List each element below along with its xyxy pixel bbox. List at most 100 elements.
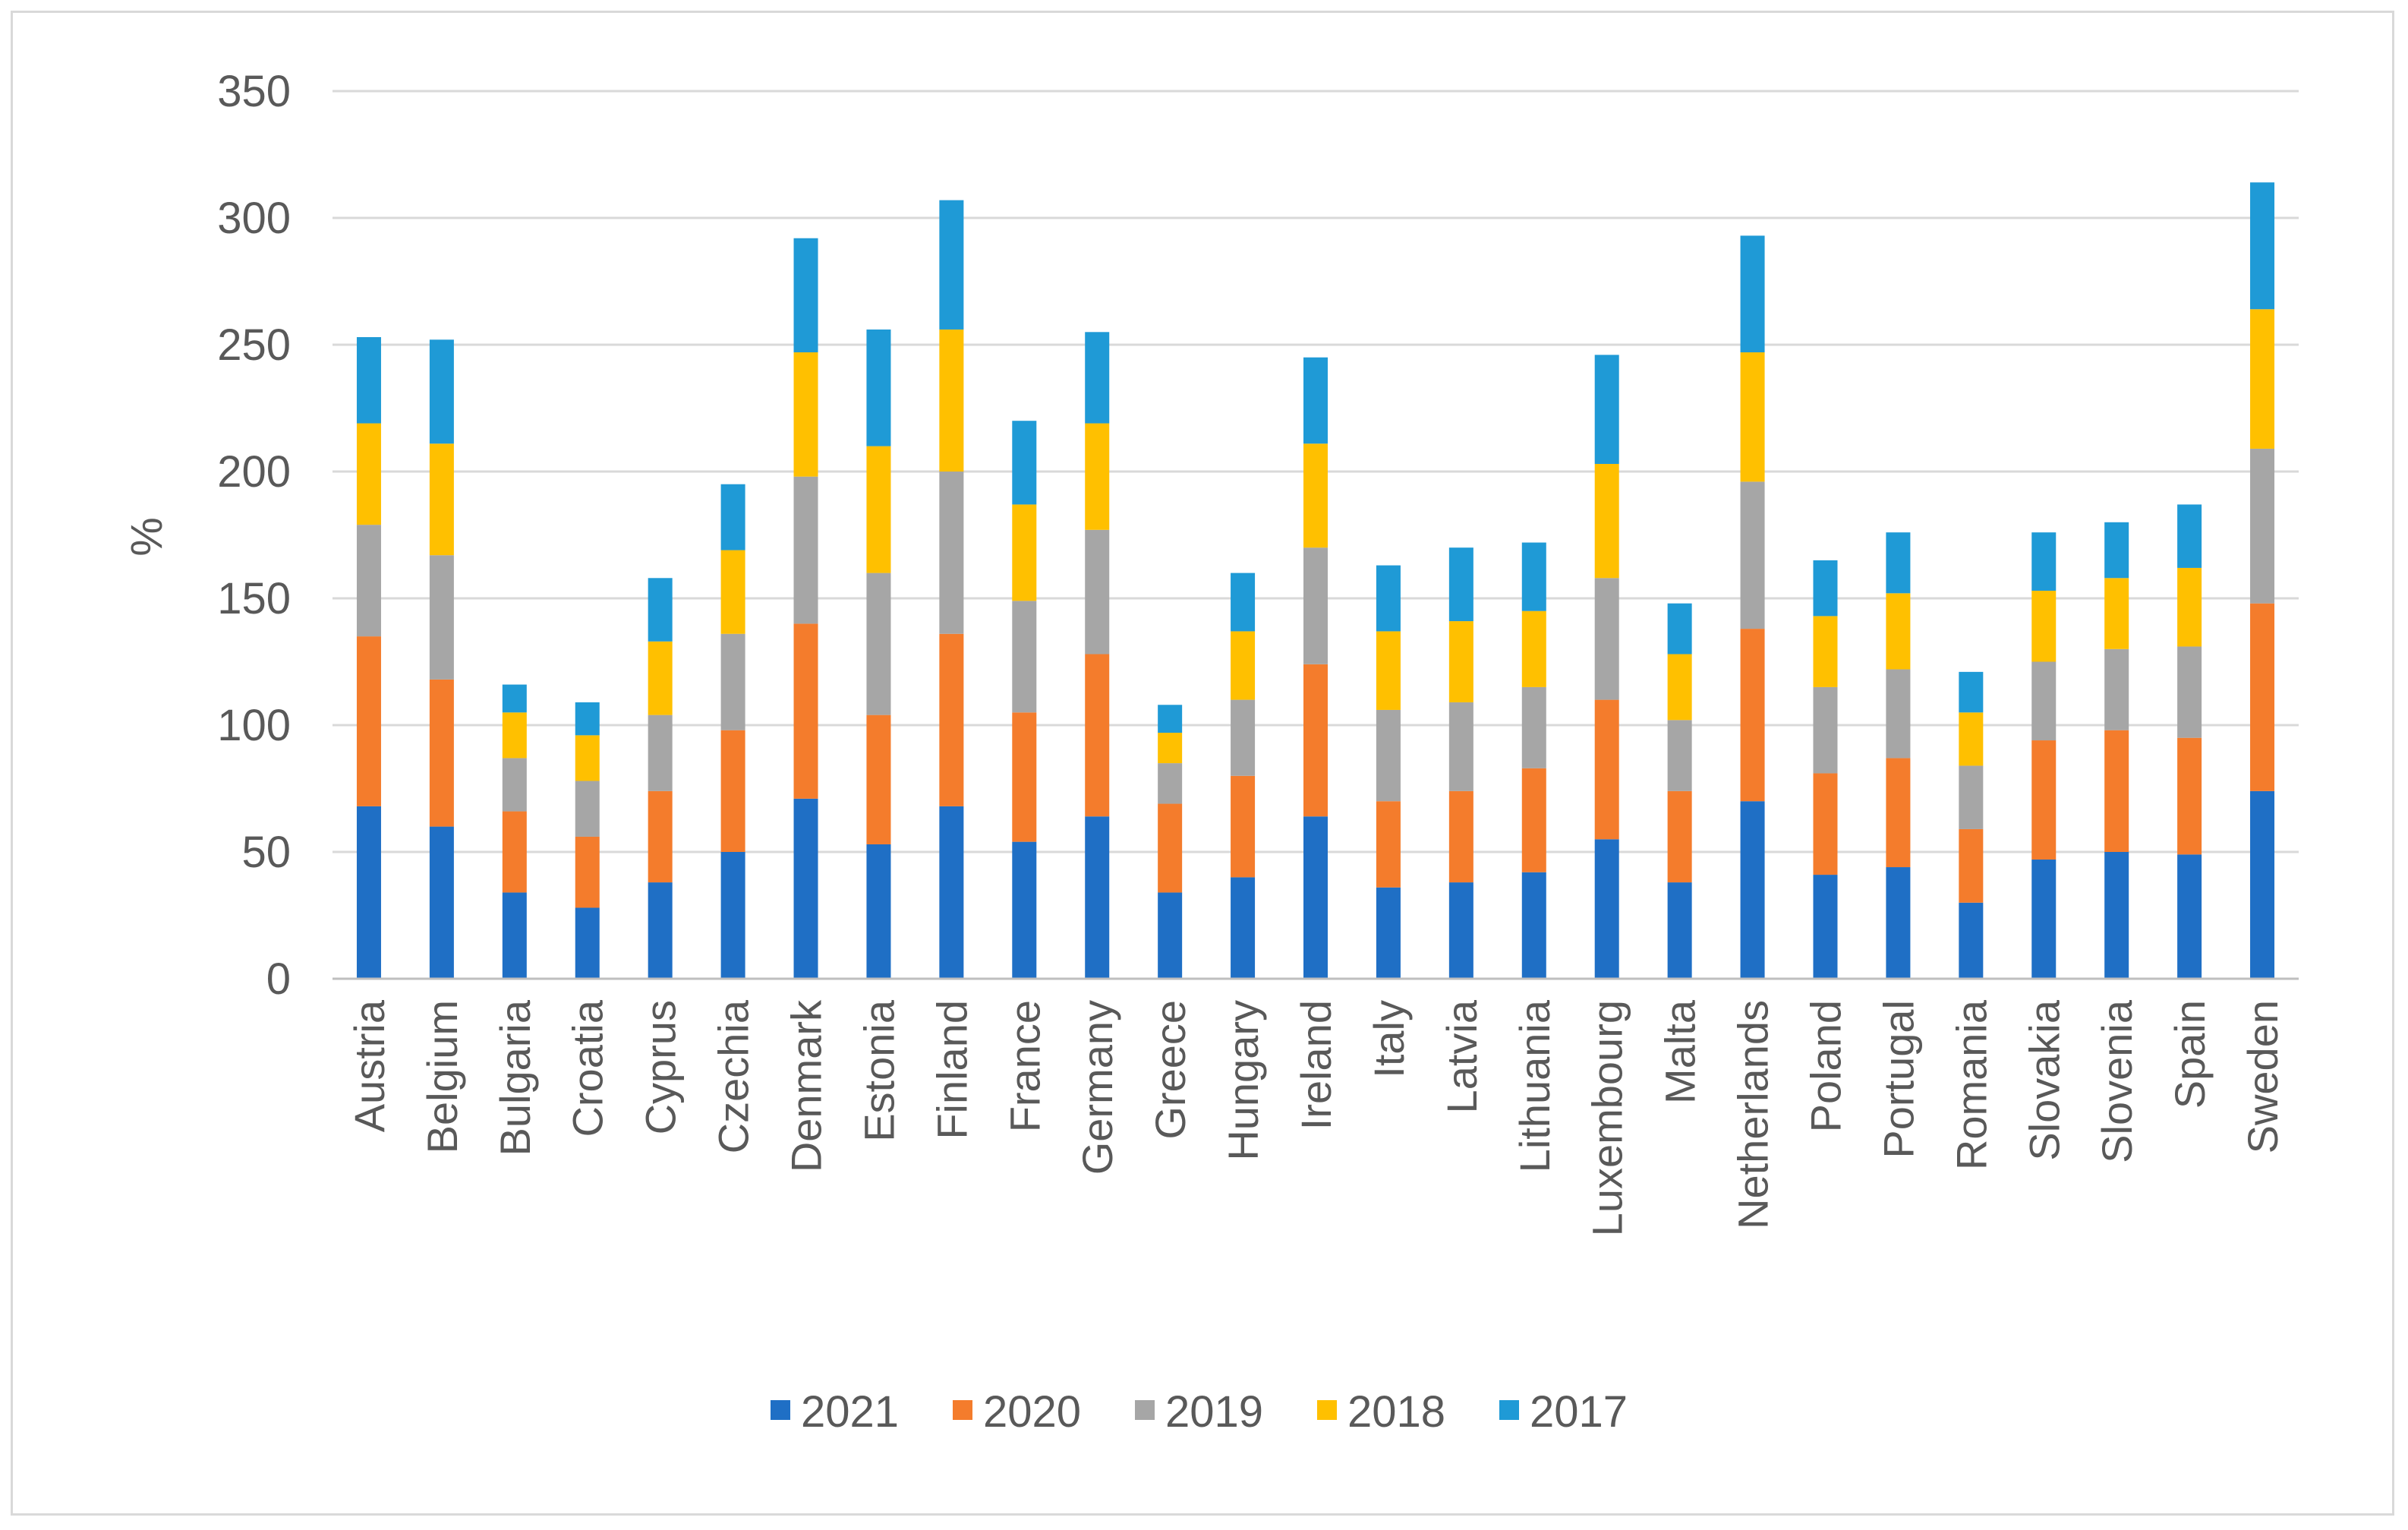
bar-segment-2019 [793, 476, 818, 624]
bar-segment-2017 [1158, 705, 1183, 733]
legend-label-2018: 2018 [1347, 1387, 1445, 1437]
bar-segment-2019 [1667, 720, 1692, 791]
bar-segment-2021 [720, 852, 745, 979]
bar-segment-2021 [793, 798, 818, 979]
bar-segment-2021 [1813, 875, 1838, 979]
bar-segment-2017 [1376, 565, 1401, 632]
bar-segment-2020 [2250, 603, 2275, 791]
bar-segment-2018 [1376, 631, 1401, 710]
bar-segment-2020 [1158, 803, 1183, 893]
bar-segment-2017 [1886, 532, 1911, 594]
bar-segment-2017 [720, 484, 745, 550]
bar-segment-2019 [1303, 547, 1328, 664]
bar-segment-2018 [1158, 733, 1183, 764]
bar-segment-2020 [2177, 737, 2202, 855]
bar-segment-2021 [1886, 867, 1911, 979]
y-tick-label: 0 [266, 954, 291, 1004]
x-tick-label: Malta [1656, 999, 1704, 1104]
bar-segment-2018 [648, 641, 673, 715]
bar-segment-2020 [1231, 775, 1256, 878]
bar-segment-2020 [356, 636, 381, 806]
bar-segment-2017 [429, 339, 454, 444]
bar-segment-2020 [429, 679, 454, 827]
bar-segment-2017 [1959, 671, 1984, 713]
bar-segment-2017 [2031, 532, 2057, 591]
bar-segment-2017 [2177, 504, 2202, 568]
x-tick-label: Italy [1365, 1000, 1413, 1078]
bar-segment-2020 [648, 790, 673, 883]
bar-segment-2020 [2031, 740, 2057, 860]
x-tick-label: France [1001, 1000, 1048, 1132]
bar-segment-2018 [2177, 567, 2202, 647]
bar-segment-2021 [2104, 852, 2129, 979]
bar-segment-2019 [502, 758, 527, 812]
x-tick-label: Latvia [1438, 999, 1486, 1113]
bar-segment-2018 [2104, 578, 2129, 649]
bar-segment-2019 [1886, 669, 1911, 759]
bar-segment-2021 [648, 882, 673, 979]
x-tick-label: Austria [345, 999, 393, 1132]
x-tick-label: Greece [1146, 1000, 1194, 1140]
bar-segment-2020 [1813, 773, 1838, 875]
bar-segment-2020 [939, 633, 964, 806]
bar-segment-2019 [429, 555, 454, 680]
y-tick-label: 350 [217, 67, 291, 116]
bar-segment-2019 [1376, 709, 1401, 802]
bar-segment-2021 [1012, 841, 1037, 979]
legend-swatch-2020 [953, 1400, 972, 1420]
bar-segment-2017 [939, 200, 964, 330]
bar-segment-2019 [1740, 481, 1765, 629]
bar-segment-2020 [866, 715, 891, 844]
bar-segment-2018 [1740, 352, 1765, 482]
x-tick-label: Portugal [1874, 1000, 1922, 1159]
bar-segment-2019 [866, 573, 891, 715]
bar-segment-2020 [502, 811, 527, 893]
bar-segment-2017 [1667, 603, 1692, 655]
x-tick-label: Denmark [783, 999, 831, 1172]
x-tick-label: Romania [1947, 999, 1995, 1170]
bar-segment-2019 [1085, 529, 1110, 655]
legend-label-2021: 2021 [801, 1387, 899, 1437]
bar-segment-2018 [720, 550, 745, 634]
bar-segment-2018 [2031, 590, 2057, 662]
x-tick-label: Czechia [710, 999, 758, 1153]
bar-segment-2018 [793, 352, 818, 477]
bar-segment-2018 [1667, 654, 1692, 721]
bar-segment-2018 [1085, 423, 1110, 530]
bar-segment-2017 [648, 578, 673, 642]
bar-segment-2021 [2250, 790, 2275, 979]
y-tick-label: 50 [241, 828, 291, 877]
legend-swatch-2017 [1499, 1400, 1519, 1420]
x-tick-label: Spain [2166, 1000, 2214, 1109]
bar-segment-2017 [1594, 355, 1619, 464]
bar-segment-2021 [1085, 816, 1110, 979]
y-tick-label: 100 [217, 701, 291, 750]
bar-segment-2017 [2250, 182, 2275, 310]
bar-segment-2021 [2177, 854, 2202, 979]
x-tick-label: Belgium [418, 1000, 466, 1153]
y-tick-label: 300 [217, 194, 291, 243]
bar-segment-2018 [356, 423, 381, 525]
bar-segment-2017 [866, 329, 891, 446]
bar-segment-2017 [1012, 421, 1037, 505]
bar-segment-2018 [939, 329, 964, 472]
y-tick-label: 250 [217, 320, 291, 370]
legend-swatch-2019 [1135, 1400, 1155, 1420]
bar-segment-2019 [1012, 601, 1037, 713]
bar-segment-2017 [793, 238, 818, 353]
bar-segment-2018 [429, 443, 454, 556]
bar-segment-2020 [1667, 790, 1692, 883]
x-tick-label: Netherlands [1729, 1000, 1777, 1229]
bar-segment-2019 [2177, 646, 2202, 738]
bar-segment-2019 [1231, 699, 1256, 776]
legend-swatch-2018 [1317, 1400, 1337, 1420]
bar-segment-2021 [429, 826, 454, 979]
bar-segment-2019 [356, 525, 381, 637]
x-tick-label: Slovakia [2020, 999, 2068, 1161]
bar-segment-2017 [1085, 332, 1110, 424]
x-tick-label: Luxembourg [1584, 1000, 1631, 1236]
bar-segment-2017 [575, 702, 600, 736]
x-tick-label: Slovenia [2093, 999, 2141, 1163]
legend-label-2017: 2017 [1530, 1387, 1628, 1437]
bar-segment-2021 [502, 892, 527, 979]
